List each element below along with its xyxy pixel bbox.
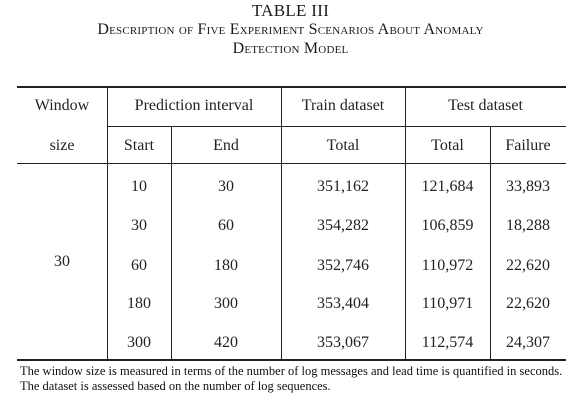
cell-test-total: 106,859 bbox=[421, 217, 474, 234]
divider-start-end bbox=[171, 126, 172, 360]
cell-test-total: 110,971 bbox=[421, 295, 474, 312]
divider-prediction bbox=[281, 86, 282, 360]
header-end: End bbox=[213, 137, 239, 154]
header-test-dataset: Test dataset bbox=[448, 97, 523, 114]
header-failure: Failure bbox=[505, 137, 551, 154]
table-footnote: The window size is measured in terms of … bbox=[20, 364, 563, 393]
header-train-dataset: Train dataset bbox=[301, 97, 385, 114]
cell-start: 180 bbox=[127, 295, 151, 312]
cell-train-total: 354,282 bbox=[317, 217, 369, 234]
cell-start: 300 bbox=[127, 334, 151, 351]
header-mid-rule bbox=[107, 126, 566, 127]
cell-test-total: 121,684 bbox=[421, 178, 474, 195]
cell-failure: 22,620 bbox=[506, 257, 550, 274]
cell-train-total: 351,162 bbox=[317, 178, 369, 195]
header-window-size: size bbox=[49, 137, 75, 154]
cell-failure: 33,893 bbox=[506, 178, 550, 195]
cell-train-total: 352,746 bbox=[317, 257, 369, 274]
header-test-total: Total bbox=[431, 137, 464, 154]
table-title-line1: Description of Five Experiment Scenarios… bbox=[97, 21, 484, 38]
cell-failure: 18,288 bbox=[506, 217, 550, 234]
table-top-rule bbox=[17, 86, 566, 88]
divider-window bbox=[107, 86, 108, 360]
cell-end: 30 bbox=[218, 178, 234, 195]
cell-end: 420 bbox=[214, 334, 238, 351]
cell-end: 300 bbox=[214, 295, 238, 312]
cell-train-total: 353,067 bbox=[317, 334, 369, 351]
header-prediction-interval: Prediction interval bbox=[134, 97, 254, 114]
cell-failure: 22,620 bbox=[506, 295, 550, 312]
cell-start: 30 bbox=[131, 217, 147, 234]
cell-end: 180 bbox=[214, 257, 238, 274]
header-bottom-rule bbox=[17, 163, 566, 164]
header-train-total: Total bbox=[326, 137, 360, 154]
window-size-value: 30 bbox=[54, 253, 70, 270]
cell-train-total: 353,404 bbox=[317, 295, 369, 312]
cell-end: 60 bbox=[218, 217, 234, 234]
cell-start: 10 bbox=[131, 178, 147, 195]
cell-failure: 24,307 bbox=[506, 334, 550, 351]
table-label: TABLE III bbox=[251, 1, 330, 20]
cell-test-total: 112,574 bbox=[421, 334, 474, 351]
table-title-line2: Detection Model bbox=[232, 40, 349, 57]
divider-train bbox=[405, 86, 406, 360]
cell-start: 60 bbox=[131, 257, 147, 274]
table-bottom-rule bbox=[17, 359, 566, 361]
divider-test bbox=[490, 126, 491, 360]
cell-test-total: 110,972 bbox=[421, 257, 474, 274]
header-start: Start bbox=[123, 137, 155, 154]
header-window: Window bbox=[34, 97, 90, 114]
